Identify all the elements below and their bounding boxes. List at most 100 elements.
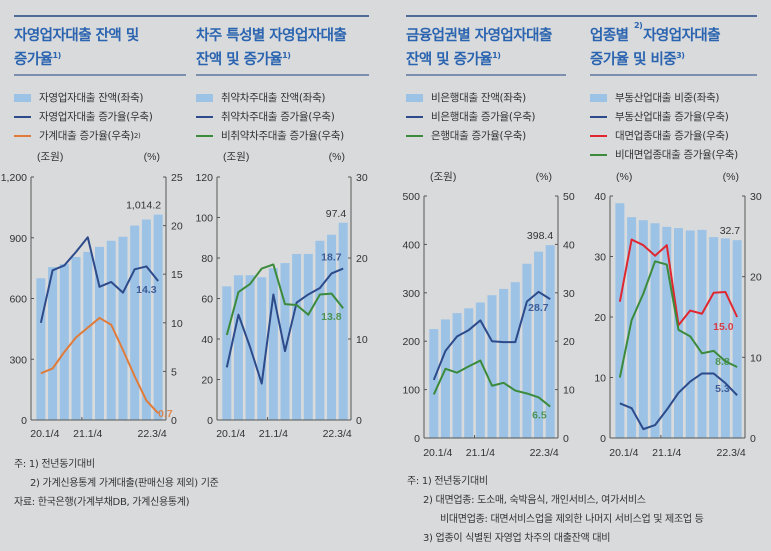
bar [697, 229, 707, 438]
x-tick-label: 21.1/4 [73, 428, 102, 440]
right-tick-label: 10 [171, 318, 183, 330]
bar [338, 222, 348, 420]
bar [153, 214, 163, 420]
x-tick-label: 20.1/4 [423, 447, 452, 459]
bar [429, 329, 439, 438]
legend-label: 은행대출 증가율(우축) [431, 130, 526, 142]
bar-end-label: 398.4 [527, 230, 553, 242]
bar [499, 288, 509, 438]
legend-item: 부동산업대출 비중(좌축) [590, 88, 738, 107]
note-line: 2) 대면업종: 도소매, 숙박음식, 개인서비스, 여가서비스 [423, 495, 646, 506]
legend: 부동산업대출 비중(좌축) 부동산업대출 증가율(우축) 대면업종대출 증가율(우축… [590, 88, 738, 164]
legend: 자영업자대출 잔액(좌축) 자영업자대출 증가율(우축) 가계대출 증가율(우축) 2… [14, 88, 153, 145]
panel-title: 금융업권별 자영업자대출 잔액 및 증가율1) [406, 26, 576, 70]
legend-item: 비은행대출 증가율(우축) [406, 107, 536, 126]
legend-label: 자영업자대출 증가율(우축) [39, 111, 153, 123]
title-line: 금융업권별 자영업자대출 [406, 28, 552, 44]
legend-item: 은행대출 증가율(우축) [406, 126, 535, 145]
panel-rule [14, 74, 186, 76]
line-end-label: 6.5 [532, 410, 547, 422]
legend: 취약차주대출 잔액(좌축) 취약차주대출 증가율(우축) 비취약차주대출 증가율(우… [196, 88, 344, 145]
legend-item: 부동산업대출 증가율(우축) [590, 107, 738, 126]
bar [510, 282, 520, 438]
legend-swatch-icon [196, 134, 213, 137]
bar [95, 246, 104, 420]
series-line [39, 236, 159, 324]
bar [233, 275, 243, 420]
legend-label: 취약차주대출 증가율(우축) [221, 111, 335, 123]
bar [475, 302, 485, 438]
right-tick-label: 10 [750, 352, 762, 364]
bar-end-label: 1,014.2 [126, 200, 161, 212]
left-tick-label: 300 [9, 354, 27, 366]
legend-swatch-icon [196, 115, 213, 118]
bar [257, 277, 267, 420]
chart-2: (조원) (%) 0 20 40 60 80 100 120 0 10 20 30 20.1/4 21.1/… [195, 151, 367, 440]
bar [118, 236, 128, 420]
bar [36, 278, 46, 420]
bar [534, 251, 544, 438]
left-axis-unit: (조원) [223, 151, 249, 163]
bar [59, 264, 69, 420]
bar [452, 313, 462, 438]
legend-label: 대면업종대출 증가율(우축) [615, 130, 729, 142]
x-tick-label: 22.3/4 [717, 447, 746, 459]
bar [440, 319, 450, 438]
right-tick-label: 0 [356, 415, 362, 427]
title-footnote: 2) [634, 21, 643, 30]
line-end-label: 8.8 [715, 356, 730, 368]
legend-label: 비은행대출 증가율(우축) [431, 111, 536, 123]
title-footnote: 1) [52, 51, 62, 60]
title-line: 자영업자대출 잔액 및 [14, 28, 139, 44]
bar [292, 253, 302, 420]
legend-swatch-icon [14, 115, 31, 118]
right-tick-label: 20 [356, 253, 368, 265]
legend-item: 취약차주대출 증가율(우축) [196, 107, 344, 126]
title-footnote: 1) [282, 51, 291, 60]
bar [662, 226, 672, 438]
bar [268, 268, 278, 420]
series-line [40, 316, 159, 414]
bar [83, 251, 93, 420]
right-axis-unit: (%) [723, 171, 739, 183]
legend-swatch-icon [406, 115, 423, 118]
note-line: 2) 가계신용통계 가계대출(판매신용 제외) 기준 [30, 478, 219, 489]
left-tick-label: 20 [594, 312, 606, 324]
legend-item: 비취약차주대출 증가율(우축) [196, 126, 344, 145]
bar [732, 240, 742, 438]
bar [280, 263, 290, 420]
legend-swatch-icon [590, 115, 607, 118]
x-tick-label: 22.3/4 [138, 428, 167, 440]
title-footnote: 3) [676, 51, 685, 60]
title-line: 업종별 자영업자대출 [590, 28, 721, 44]
legend-item: 취약차주대출 잔액(좌축) [196, 88, 344, 107]
right-tick-label: 0 [171, 415, 177, 427]
left-tick-label: 40 [594, 191, 606, 203]
legend-label: 비은행대출 잔액(좌축) [431, 92, 526, 104]
series-line [432, 359, 551, 408]
legend-label: 가계대출 증가율(우축) [39, 130, 134, 142]
panel-rule [590, 74, 757, 76]
left-tick-label: 600 [9, 294, 27, 306]
legend-item: 자영업자대출 증가율(우축) [14, 107, 153, 126]
bar [615, 203, 625, 438]
bar [522, 263, 532, 438]
legend-label: 부동산업대출 증가율(우축) [615, 111, 729, 123]
line-end-label: 18.7 [321, 252, 342, 264]
source-line: 자료: 한국은행(가계부채DB, 가계신용통계) [14, 497, 190, 508]
line-end-label: 28.7 [528, 302, 549, 314]
top-rule-right [406, 15, 757, 17]
left-tick-label: 1,200 [1, 172, 27, 184]
line-end-label: 14.3 [136, 284, 157, 296]
left-tick-label: 0 [414, 433, 420, 445]
x-tick-label: 21.1/4 [652, 447, 681, 459]
legend-label: 취약차주대출 잔액(좌축) [221, 92, 326, 104]
bar-end-label: 32.7 [720, 225, 741, 237]
legend-item: 대면업종대출 증가율(우축) [590, 126, 738, 145]
right-axis-unit: (%) [536, 171, 552, 183]
note-line: 비대면업종: 대면서비스업을 제외한 나머지 서비스업 및 제조업 등 [440, 514, 704, 525]
line-end-label: 0.7 [158, 408, 173, 420]
top-rule-left [14, 15, 369, 17]
